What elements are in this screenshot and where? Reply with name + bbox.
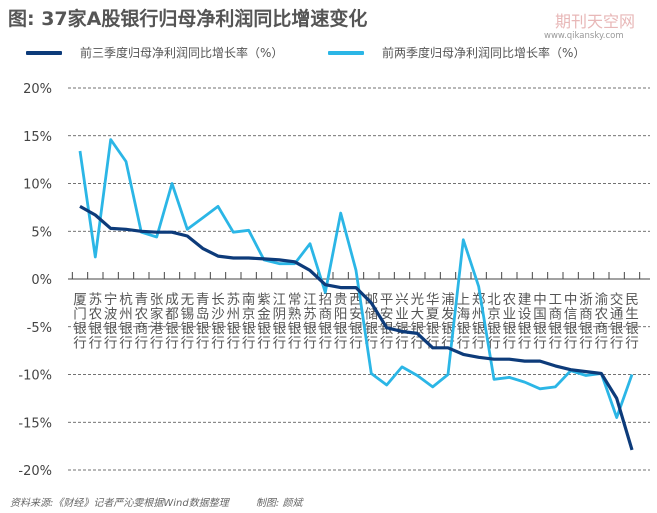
x-tick-label: 张家港行 xyxy=(150,292,164,352)
x-tick-label: 江阴银行 xyxy=(273,292,287,352)
x-tick-label: 杭州银行 xyxy=(119,292,133,352)
x-tick-label: 交通银行 xyxy=(610,291,624,352)
x-tick-label: 浙商银行 xyxy=(579,292,593,352)
x-tick-label: 平安银行 xyxy=(380,292,394,352)
y-tick-label: -15% xyxy=(18,416,52,431)
watermark-name: 期刊天空网 xyxy=(555,12,636,31)
x-tick-label: 农业银行 xyxy=(503,292,517,352)
x-tick-label: 宁波银行 xyxy=(104,291,118,352)
legend-label-q3: 前三季度归母净利润同比增长率（%） xyxy=(80,46,284,60)
x-tick-label: 兴业银行 xyxy=(395,292,409,352)
watermark-url: www.qikansky.com xyxy=(544,31,624,41)
x-tick-label: 厦门银行 xyxy=(73,292,87,352)
legend-item-h1: 前两季度归母净利润同比增长率（%） xyxy=(328,44,585,61)
x-tick-label: 民生银行 xyxy=(625,292,639,352)
footer: 资料来源:《财经》记者严沁雯根据Wind数据整理 制图: 颜斌 xyxy=(10,494,326,509)
x-tick-label: 青农商行 xyxy=(135,292,149,352)
x-tick-label: 中信银行 xyxy=(564,292,578,352)
legend-swatch-h1 xyxy=(328,50,364,55)
x-tick-label: 北京银行 xyxy=(487,292,501,352)
y-tick-label: 15% xyxy=(23,130,52,145)
y-tick-label: 10% xyxy=(23,178,52,193)
legend-label-h1: 前两季度归母净利润同比增长率（%） xyxy=(382,46,586,60)
chart-credit: 制图: 颜斌 xyxy=(255,498,303,509)
x-tick-label: 南京银行 xyxy=(242,292,256,352)
legend-item-q3: 前三季度归母净利润同比增长率（%） xyxy=(26,44,283,61)
x-tick-label: 苏农银行 xyxy=(89,292,103,352)
x-tick-label: 紫金银行 xyxy=(257,292,271,352)
x-tick-label: 光大银行 xyxy=(411,292,425,352)
x-tick-label: 上海银行 xyxy=(457,292,471,352)
y-tick-label: -20% xyxy=(18,464,52,479)
x-tick-label: 贵阳银行 xyxy=(334,292,348,352)
x-tick-label: 长沙银行 xyxy=(211,292,225,352)
y-tick-label: 0% xyxy=(31,273,52,288)
x-tick-label: 招商银行 xyxy=(319,292,333,352)
y-tick-label: 5% xyxy=(31,225,52,240)
x-tick-label: 建设银行 xyxy=(518,292,532,352)
x-tick-label: 苏州银行 xyxy=(227,292,241,352)
x-tick-label: 中国银行 xyxy=(533,292,547,352)
x-tick-label: 江苏银行 xyxy=(303,292,317,352)
x-tick-label: 渝农商行 xyxy=(595,292,609,352)
y-tick-label: -5% xyxy=(27,321,52,336)
y-tick-label: 20% xyxy=(23,82,52,97)
x-tick-label: 工商银行 xyxy=(549,292,563,352)
chart-title: 图: 37家A股银行归母净利润同比增速变化 xyxy=(8,8,368,30)
legend-swatch-q3 xyxy=(26,50,62,55)
x-tick-label: 青岛银行 xyxy=(196,292,210,352)
y-tick-label: -10% xyxy=(18,369,52,384)
x-tick-label: 常熟银行 xyxy=(288,292,302,352)
source-note: 资料来源:《财经》记者严沁雯根据Wind数据整理 xyxy=(10,498,229,509)
x-tick-label: 无锡银行 xyxy=(181,292,195,352)
x-tick-label: 成都银行 xyxy=(165,292,179,352)
